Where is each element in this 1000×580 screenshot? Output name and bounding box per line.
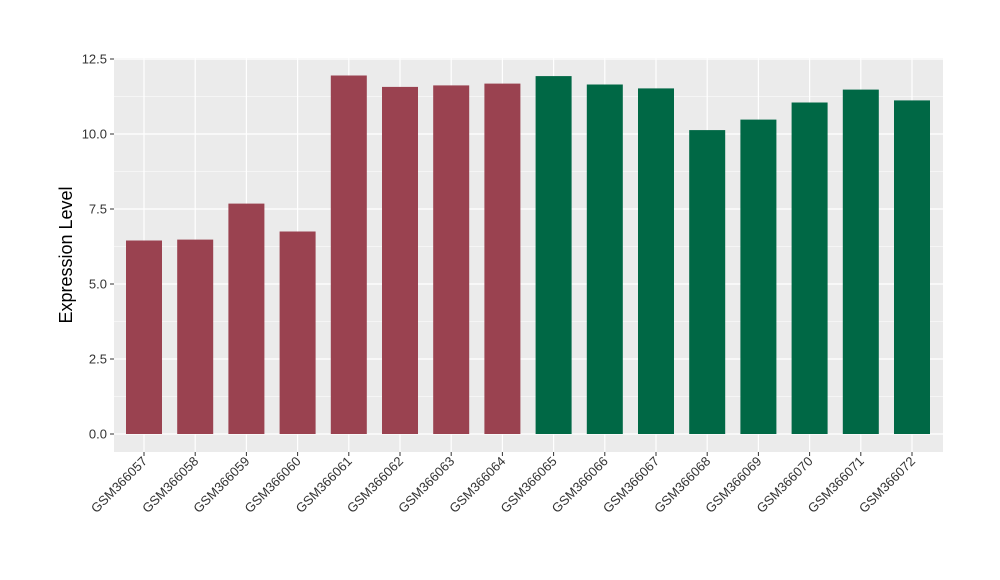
bar-gsm366059 <box>228 203 265 434</box>
bar-gsm366058 <box>177 239 214 434</box>
y-axis-title: Expression Level <box>56 186 76 323</box>
bar-gsm366070 <box>791 102 828 434</box>
y-tick-label: 0.0 <box>89 427 107 442</box>
bars <box>126 75 930 435</box>
bar-gsm366072 <box>894 100 930 435</box>
bar-gsm366060 <box>279 231 316 434</box>
bar-gsm366068 <box>689 130 726 434</box>
bar-gsm366061 <box>330 75 367 434</box>
y-tick-label: 12.5 <box>82 52 107 67</box>
bar-gsm366071 <box>842 89 879 434</box>
bar-gsm366057 <box>126 240 162 434</box>
bar-gsm366067 <box>638 88 674 435</box>
bar-gsm366066 <box>586 84 623 434</box>
bar-gsm366063 <box>433 85 470 435</box>
x-axis-ticks: GSM366057GSM366058GSM366059GSM366060GSM3… <box>88 452 918 516</box>
bar-gsm366069 <box>740 119 777 434</box>
y-tick-label: 10.0 <box>82 127 107 142</box>
y-tick-label: 2.5 <box>89 352 107 367</box>
y-tick-label: 7.5 <box>89 202 107 217</box>
y-axis-ticks: 0.0 2.5 5.0 7.5 10.0 12.5 <box>82 52 114 442</box>
y-tick-label: 5.0 <box>89 277 107 292</box>
bar-gsm366062 <box>382 86 418 435</box>
bar-gsm366064 <box>484 83 521 434</box>
bar-gsm366065 <box>535 76 572 434</box>
